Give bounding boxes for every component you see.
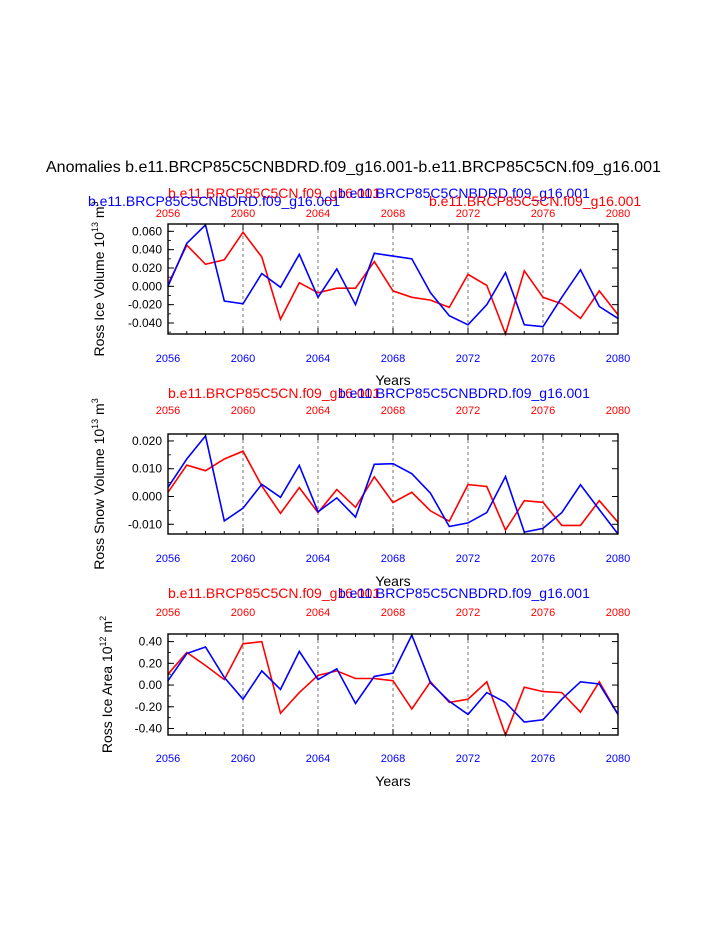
x-tick-label-top: 2056	[156, 405, 180, 417]
x-tick-label-top: 2072	[456, 405, 480, 417]
y-tick-label: 0.000	[132, 279, 162, 293]
top-label-red: b.e11.BRCP85C5CN.f09_g16.001	[168, 185, 380, 201]
y-axis-label-exponent: 12	[98, 636, 108, 646]
x-axis-label: Years	[375, 573, 410, 589]
y-tick-label: 0.020	[132, 434, 162, 448]
x-tick-label-top: 2064	[306, 607, 330, 619]
y-axis-label-main: Ross Ice Area 10	[99, 646, 115, 753]
top-label-blue: b.e11.BRCP85C5CNBDRD.f09_g16.001	[338, 185, 590, 201]
x-tick-label-bottom: 2060	[231, 553, 255, 565]
series-line-red	[167, 450, 619, 532]
top-label-red: b.e11.BRCP85C5CN.f09_g16.001	[168, 585, 380, 601]
x-tick-label-top: 2072	[456, 208, 480, 220]
y-axis-label-exponent: 13	[90, 222, 100, 232]
x-tick-label-top: 2060	[231, 405, 255, 417]
y-axis-label-unit: m	[91, 403, 107, 419]
x-tick-label-top: 2080	[606, 208, 630, 220]
x-tick-label-bottom: 2072	[456, 753, 480, 765]
x-tick-label-bottom: 2056	[156, 753, 180, 765]
y-axis-label: Ross Ice Volume 1013 m3	[90, 201, 107, 356]
x-tick-label-top: 2056	[156, 208, 180, 220]
x-tick-label-top: 2068	[381, 607, 405, 619]
y-tick-label: 0.000	[132, 490, 162, 504]
y-tick-label: -0.40	[135, 721, 163, 735]
x-tick-label-top: 2060	[231, 208, 255, 220]
y-axis-label-main: Ross Ice Volume 10	[91, 232, 107, 357]
x-tick-label-bottom: 2080	[606, 353, 630, 365]
x-tick-label-bottom: 2056	[156, 553, 180, 565]
y-axis-label-unit-exponent: 2	[98, 616, 108, 621]
panel-2: 0.020 0.010 0.000 -0.010 2056 2056 2060 2060 206…	[90, 385, 630, 589]
series-line-blue	[167, 223, 619, 328]
x-tick-label-bottom: 2064	[306, 753, 330, 765]
x-tick-label-bottom: 2060	[231, 753, 255, 765]
x-tick-label-top: 2080	[606, 607, 630, 619]
x-tick-label-bottom: 2072	[456, 553, 480, 565]
x-tick-label-top: 2064	[306, 208, 330, 220]
y-tick-label: -0.010	[128, 517, 162, 531]
top-label-blue: b.e11.BRCP85C5CNBDRD.f09_g16.001	[338, 385, 590, 401]
top-left-label-blue: b.e11.BRCP85C5CNBDRD.f09_g16.001	[88, 193, 340, 209]
top-label-red: b.e11.BRCP85C5CN.f09_g16.001	[168, 385, 380, 401]
y-axis-label-unit: m	[91, 206, 107, 222]
y-tick-label: -0.040	[128, 316, 162, 330]
x-tick-label-top: 2056	[156, 607, 180, 619]
x-tick-label-top: 2068	[381, 405, 405, 417]
series-line-blue	[167, 633, 619, 723]
x-tick-label-top: 2072	[456, 607, 480, 619]
x-tick-label-bottom: 2068	[381, 753, 405, 765]
y-tick-label: -0.020	[128, 298, 162, 312]
x-tick-label-bottom: 2064	[306, 553, 330, 565]
x-tick-label-top: 2076	[531, 405, 555, 417]
y-axis-label-exponent: 13	[90, 419, 100, 429]
x-tick-label-bottom: 2064	[306, 353, 330, 365]
y-axis-label: Ross Ice Area 1012 m2	[98, 616, 115, 753]
y-tick-label: 0.40	[139, 635, 163, 649]
x-tick-label-bottom: 2076	[531, 553, 555, 565]
y-axis-label: Ross Snow Volume 1013 m3	[90, 398, 107, 569]
x-tick-label-bottom: 2060	[231, 353, 255, 365]
x-tick-label-top: 2080	[606, 405, 630, 417]
x-tick-label-top: 2076	[531, 607, 555, 619]
y-axis-label-unit: m	[99, 621, 115, 637]
x-tick-label-top: 2064	[306, 405, 330, 417]
y-tick-label: 0.040	[132, 243, 162, 257]
y-tick-label: 0.00	[139, 678, 163, 692]
x-tick-label-bottom: 2076	[531, 353, 555, 365]
x-tick-label-top: 2068	[381, 208, 405, 220]
top-label-blue: b.e11.BRCP85C5CNBDRD.f09_g16.001	[338, 585, 590, 601]
x-tick-label-bottom: 2080	[606, 753, 630, 765]
x-tick-label-bottom: 2076	[531, 753, 555, 765]
x-tick-label-bottom: 2068	[381, 353, 405, 365]
series-line-red	[167, 640, 619, 738]
y-tick-label: 0.060	[132, 224, 162, 238]
x-tick-label-top: 2060	[231, 607, 255, 619]
x-tick-label-bottom: 2068	[381, 553, 405, 565]
y-axis-label-unit-exponent: 3	[90, 398, 100, 403]
y-tick-label: 0.020	[132, 261, 162, 275]
y-axis-label-main: Ross Snow Volume 10	[91, 429, 107, 570]
y-tick-label: -0.20	[135, 700, 163, 714]
y-axis-label-unit-exponent: 3	[90, 201, 100, 206]
figure-title: Anomalies b.e11.BRCP85C5CNBDRD.f09_g16.0…	[46, 159, 661, 176]
y-tick-label: 0.20	[139, 656, 163, 670]
x-tick-label-bottom: 2056	[156, 353, 180, 365]
panel-3: 0.40 0.20 0.00 -0.20 -0.40 2056 2056 2060 2060 20…	[98, 585, 630, 789]
top-right-label-red: b.e11.BRCP85C5CN.f09_g16.001	[429, 193, 641, 209]
x-tick-label-bottom: 2080	[606, 553, 630, 565]
x-tick-label-top: 2076	[531, 208, 555, 220]
panel-1: 0.060 0.040 0.020 0.000 -0.020 -0.040 2056 2056…	[88, 185, 641, 388]
y-tick-label: 0.010	[132, 462, 162, 476]
x-axis-label: Years	[375, 773, 410, 789]
series-line-red	[167, 230, 619, 337]
x-axis-label: Years	[375, 372, 410, 388]
x-tick-label-bottom: 2072	[456, 353, 480, 365]
